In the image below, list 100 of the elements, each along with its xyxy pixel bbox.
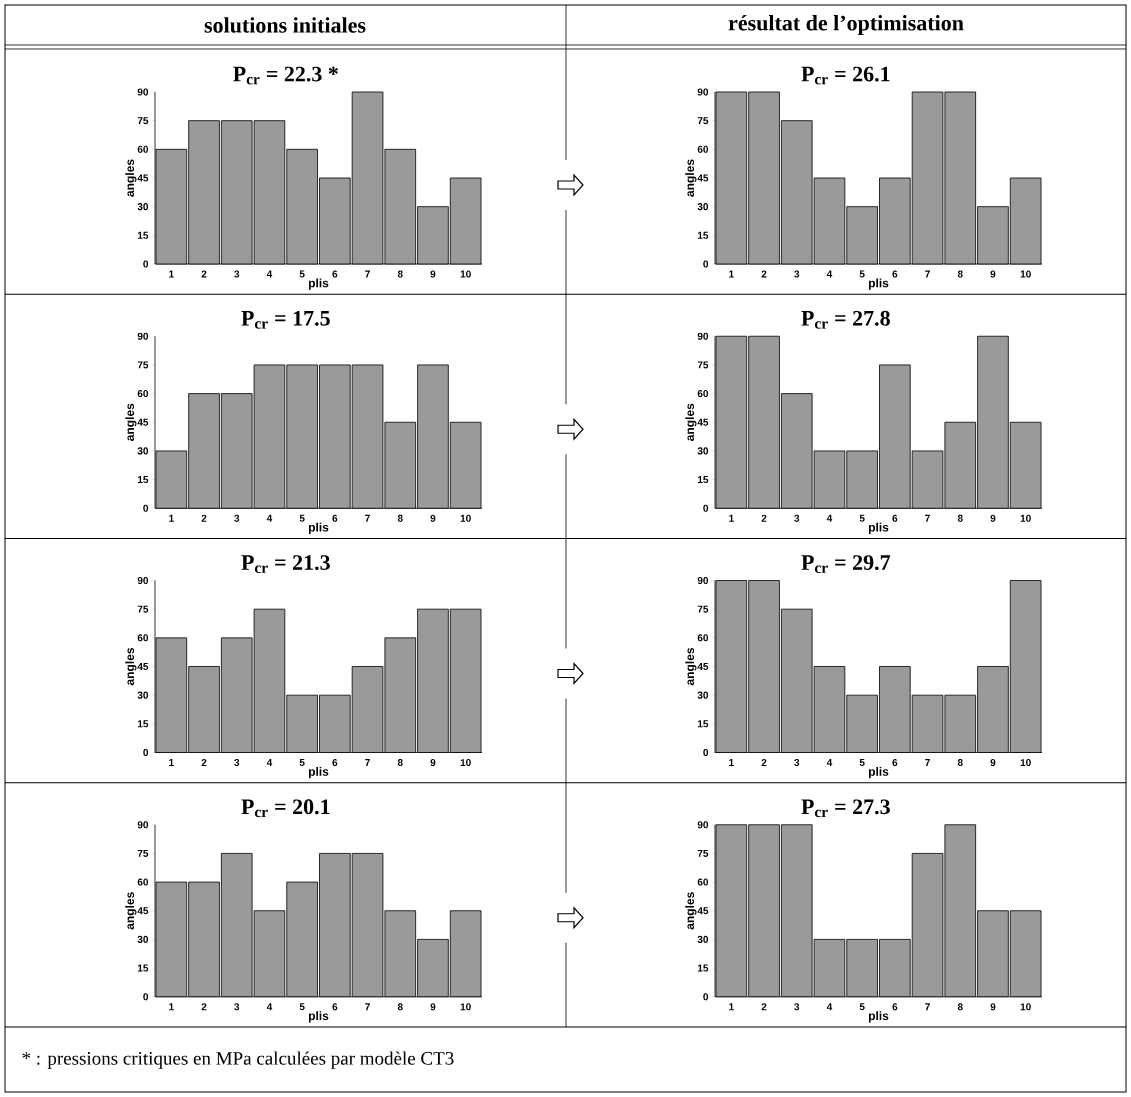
y-tick-label: 30 xyxy=(137,447,149,455)
x-tick-label: 3 xyxy=(234,514,240,522)
x-tick-label: 10 xyxy=(460,1003,471,1011)
chart-title: P$_{cr}$ = 27.3 xyxy=(801,799,890,818)
y-tick-label: 0 xyxy=(703,260,709,268)
y-axis-title: angles xyxy=(125,403,137,441)
y-tick-label: 15 xyxy=(697,231,709,239)
y-tick-label: 45 xyxy=(137,174,149,182)
x-axis-title: plis xyxy=(868,1011,889,1023)
x-tick-label: 1 xyxy=(169,1003,174,1011)
x-tick-label: 1 xyxy=(729,759,734,766)
x-tick-label: 3 xyxy=(234,270,240,278)
x-tick-label: 2 xyxy=(201,514,207,522)
x-tick-label: 2 xyxy=(761,1003,767,1011)
x-tick-label: 8 xyxy=(957,270,963,278)
x-tick-label: 1 xyxy=(169,759,174,766)
x-axis-title: plis xyxy=(308,767,329,779)
text: solutions initiales xyxy=(204,17,366,33)
y-tick-label: 15 xyxy=(697,720,709,728)
y-tick-label: 75 xyxy=(137,117,149,125)
y-axis-title: angles xyxy=(685,647,697,686)
y-tick-label: 0 xyxy=(143,504,149,512)
x-tick-label: 9 xyxy=(430,270,436,278)
x-tick-label: 2 xyxy=(201,759,207,767)
y-tick-label: 60 xyxy=(697,145,709,153)
x-tick-label: 8 xyxy=(397,759,403,767)
y-tick-label: 0 xyxy=(703,504,709,512)
x-tick-label: 8 xyxy=(397,270,403,278)
x-axis-title: plis xyxy=(868,767,889,779)
chart-title: P$_{cr}$ = 20.1 xyxy=(241,799,330,818)
y-tick-label: 60 xyxy=(697,634,709,642)
x-tick-label: 10 xyxy=(1020,1003,1031,1011)
x-axis-title: plis xyxy=(308,278,329,290)
y-axis-title: angles xyxy=(125,647,137,686)
x-tick-label: 5 xyxy=(859,270,865,278)
chart-title: P$_{cr}$ = 21.3 xyxy=(241,555,330,573)
x-tick-label: 7 xyxy=(925,759,930,766)
x-tick-label: 7 xyxy=(925,514,930,522)
x-tick-label: 9 xyxy=(430,1003,436,1011)
x-tick-label: 1 xyxy=(729,514,734,522)
y-tick-label: 45 xyxy=(697,663,709,670)
x-tick-label: 10 xyxy=(460,270,471,278)
x-tick-label: 10 xyxy=(460,759,471,767)
y-tick-label: 15 xyxy=(137,964,149,972)
x-tick-label: 7 xyxy=(365,270,370,278)
text: * : pressions critiques en MPa calculées par modèle CT3 xyxy=(22,1051,454,1069)
x-tick-label: 5 xyxy=(299,1003,305,1011)
x-tick-label: 3 xyxy=(794,759,800,767)
y-tick-label: 30 xyxy=(697,447,709,455)
x-axis-title: plis xyxy=(308,522,329,534)
y-tick-label: 75 xyxy=(137,361,149,369)
x-tick-label: 9 xyxy=(990,270,996,278)
x-tick-label: 9 xyxy=(990,1003,996,1011)
x-tick-label: 10 xyxy=(1020,759,1031,767)
x-tick-label: 8 xyxy=(397,1003,403,1011)
y-tick-label: 75 xyxy=(697,361,709,369)
x-tick-label: 5 xyxy=(299,514,305,522)
y-axis-title: angles xyxy=(685,159,697,197)
x-tick-label: 2 xyxy=(201,1003,207,1011)
y-tick-label: 15 xyxy=(137,231,149,239)
y-tick-label: 90 xyxy=(137,88,149,96)
y-tick-label: 60 xyxy=(137,878,149,886)
y-tick-label: 60 xyxy=(697,878,709,886)
x-tick-label: 9 xyxy=(430,514,436,522)
text: résultat de l’optimisation xyxy=(728,14,964,35)
x-tick-label: 5 xyxy=(859,514,865,522)
y-tick-label: 45 xyxy=(697,907,709,915)
x-tick-label: 6 xyxy=(332,514,338,522)
chart-title: P$_{cr}$ = 22.3 * xyxy=(233,66,338,85)
x-tick-label: 4 xyxy=(826,759,833,766)
y-tick-label: 90 xyxy=(137,821,149,829)
x-tick-label: 6 xyxy=(892,1003,898,1011)
x-axis-title: plis xyxy=(868,278,889,290)
x-tick-label: 7 xyxy=(925,270,930,278)
x-tick-label: 3 xyxy=(234,759,240,767)
chart-title: P$_{cr}$ = 29.7 xyxy=(801,555,891,573)
y-tick-label: 90 xyxy=(697,821,709,829)
y-tick-label: 60 xyxy=(137,634,149,642)
y-tick-label: 75 xyxy=(137,605,149,613)
y-tick-label: 15 xyxy=(697,964,709,972)
x-tick-label: 6 xyxy=(892,514,898,522)
y-tick-label: 45 xyxy=(697,418,709,426)
x-tick-label: 10 xyxy=(1020,514,1031,522)
x-tick-label: 5 xyxy=(299,270,305,278)
y-tick-label: 75 xyxy=(697,849,709,857)
x-tick-label: 6 xyxy=(332,1003,338,1011)
y-tick-label: 60 xyxy=(137,390,149,398)
y-tick-label: 30 xyxy=(137,691,149,699)
x-tick-label: 5 xyxy=(859,1003,865,1011)
y-tick-label: 75 xyxy=(697,605,709,613)
x-tick-label: 7 xyxy=(365,759,370,766)
chart-title: P$_{cr}$ = 17.5 xyxy=(241,310,330,329)
x-tick-label: 6 xyxy=(332,270,338,278)
y-tick-label: 0 xyxy=(703,993,709,1001)
x-tick-label: 1 xyxy=(169,514,174,522)
x-tick-label: 8 xyxy=(957,1003,963,1011)
y-tick-label: 15 xyxy=(697,476,709,484)
x-axis-title: plis xyxy=(868,522,889,534)
chart-title: P$_{cr}$ = 26.1 xyxy=(801,66,890,85)
x-tick-label: 7 xyxy=(365,1003,370,1011)
